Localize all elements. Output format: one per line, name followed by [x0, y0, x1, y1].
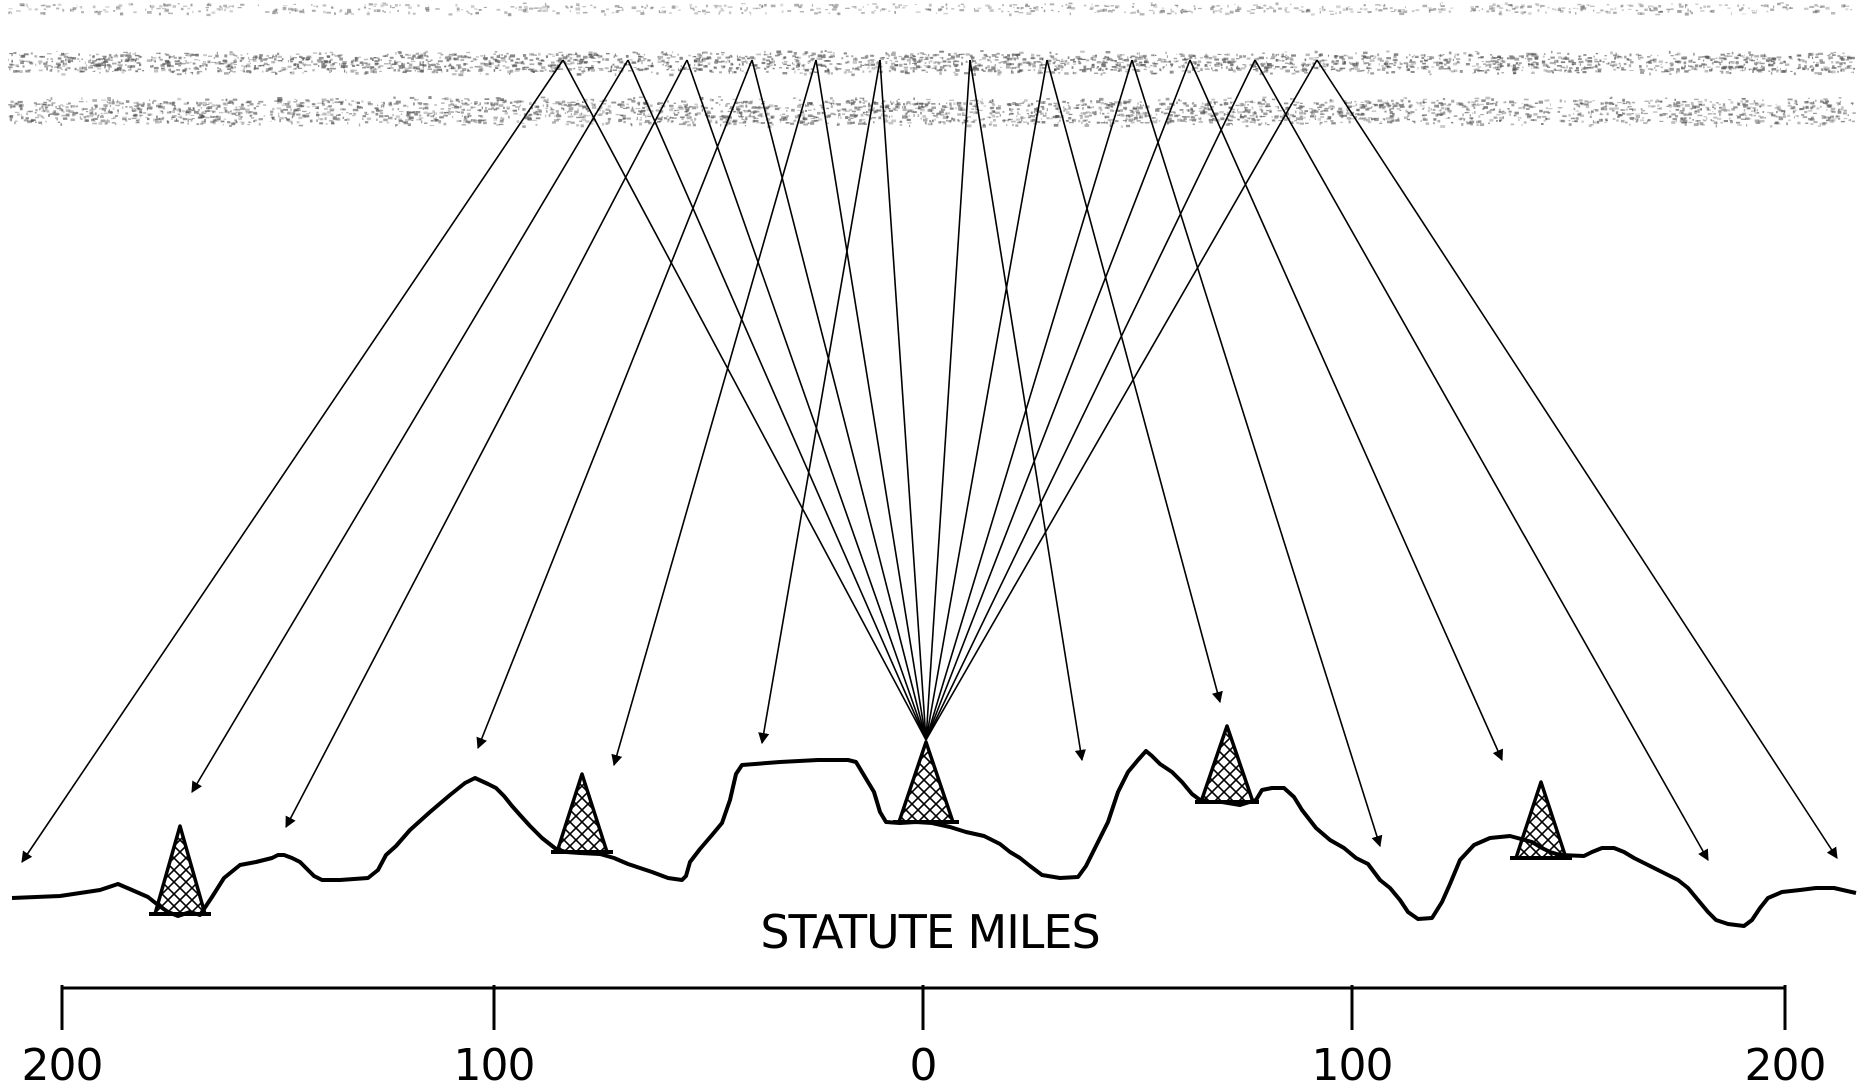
- distance-scale: [62, 985, 1785, 1030]
- ray-up-segment: [687, 60, 926, 740]
- ray-down-segment-arrow: [1190, 60, 1502, 760]
- ray-up-segment: [880, 60, 926, 740]
- ray-up-segment: [628, 60, 926, 740]
- ray-down-segment-arrow: [1317, 60, 1837, 858]
- ionosphere-band-1: [8, 2, 1852, 16]
- ray-path: [286, 60, 926, 827]
- ray-up-segment: [752, 60, 926, 740]
- ray-down-segment-arrow: [192, 60, 628, 792]
- ionosphere-band-3: [8, 96, 1856, 128]
- ray-down-segment-arrow: [478, 60, 752, 748]
- tower-receiver-mid-right: [1195, 726, 1259, 802]
- tower-body: [899, 742, 953, 822]
- scale-label-100-left: 100: [394, 1040, 594, 1091]
- tower-receiver-far-left: [149, 826, 211, 914]
- ray-down-segment-arrow: [1132, 60, 1380, 846]
- ray-paths: [22, 60, 1837, 862]
- scale-label-200-left: 200: [0, 1040, 162, 1091]
- tower-transmitter-center: [893, 742, 959, 822]
- ray-down-segment-arrow: [614, 60, 816, 765]
- tower-receiver-far-right: [1510, 782, 1572, 858]
- ray-path: [926, 60, 1502, 760]
- ray-up-segment: [926, 60, 1317, 740]
- tower-body: [1516, 782, 1566, 858]
- ray-down-segment-arrow: [762, 60, 880, 743]
- ray-down-segment-arrow: [286, 60, 687, 827]
- ray-down-segment-arrow: [1255, 60, 1708, 860]
- ray-down-segment-arrow: [22, 60, 563, 862]
- ray-up-segment: [926, 60, 1190, 740]
- ray-up-segment: [926, 60, 1255, 740]
- ray-path: [22, 60, 926, 862]
- ray-up-segment: [926, 60, 970, 740]
- tower-body: [1201, 726, 1253, 802]
- tower-body: [557, 774, 607, 852]
- scale-label-100-right: 100: [1252, 1040, 1452, 1091]
- scale-title: STATUTE MILES: [0, 905, 1860, 959]
- ray-path: [926, 60, 1708, 860]
- ray-path: [614, 60, 926, 765]
- ray-down-segment-arrow: [1047, 60, 1220, 702]
- ionosphere-band-2: [8, 50, 1855, 76]
- scale-label-200-right: 200: [1685, 1040, 1860, 1091]
- tower-receiver-mid-left: [551, 774, 613, 852]
- ionosphere-layer: [8, 2, 1856, 128]
- ray-path: [926, 60, 1220, 740]
- tower-body: [155, 826, 205, 914]
- ray-path: [926, 60, 1082, 760]
- scale-label-0: 0: [823, 1040, 1023, 1091]
- ray-path: [478, 60, 926, 748]
